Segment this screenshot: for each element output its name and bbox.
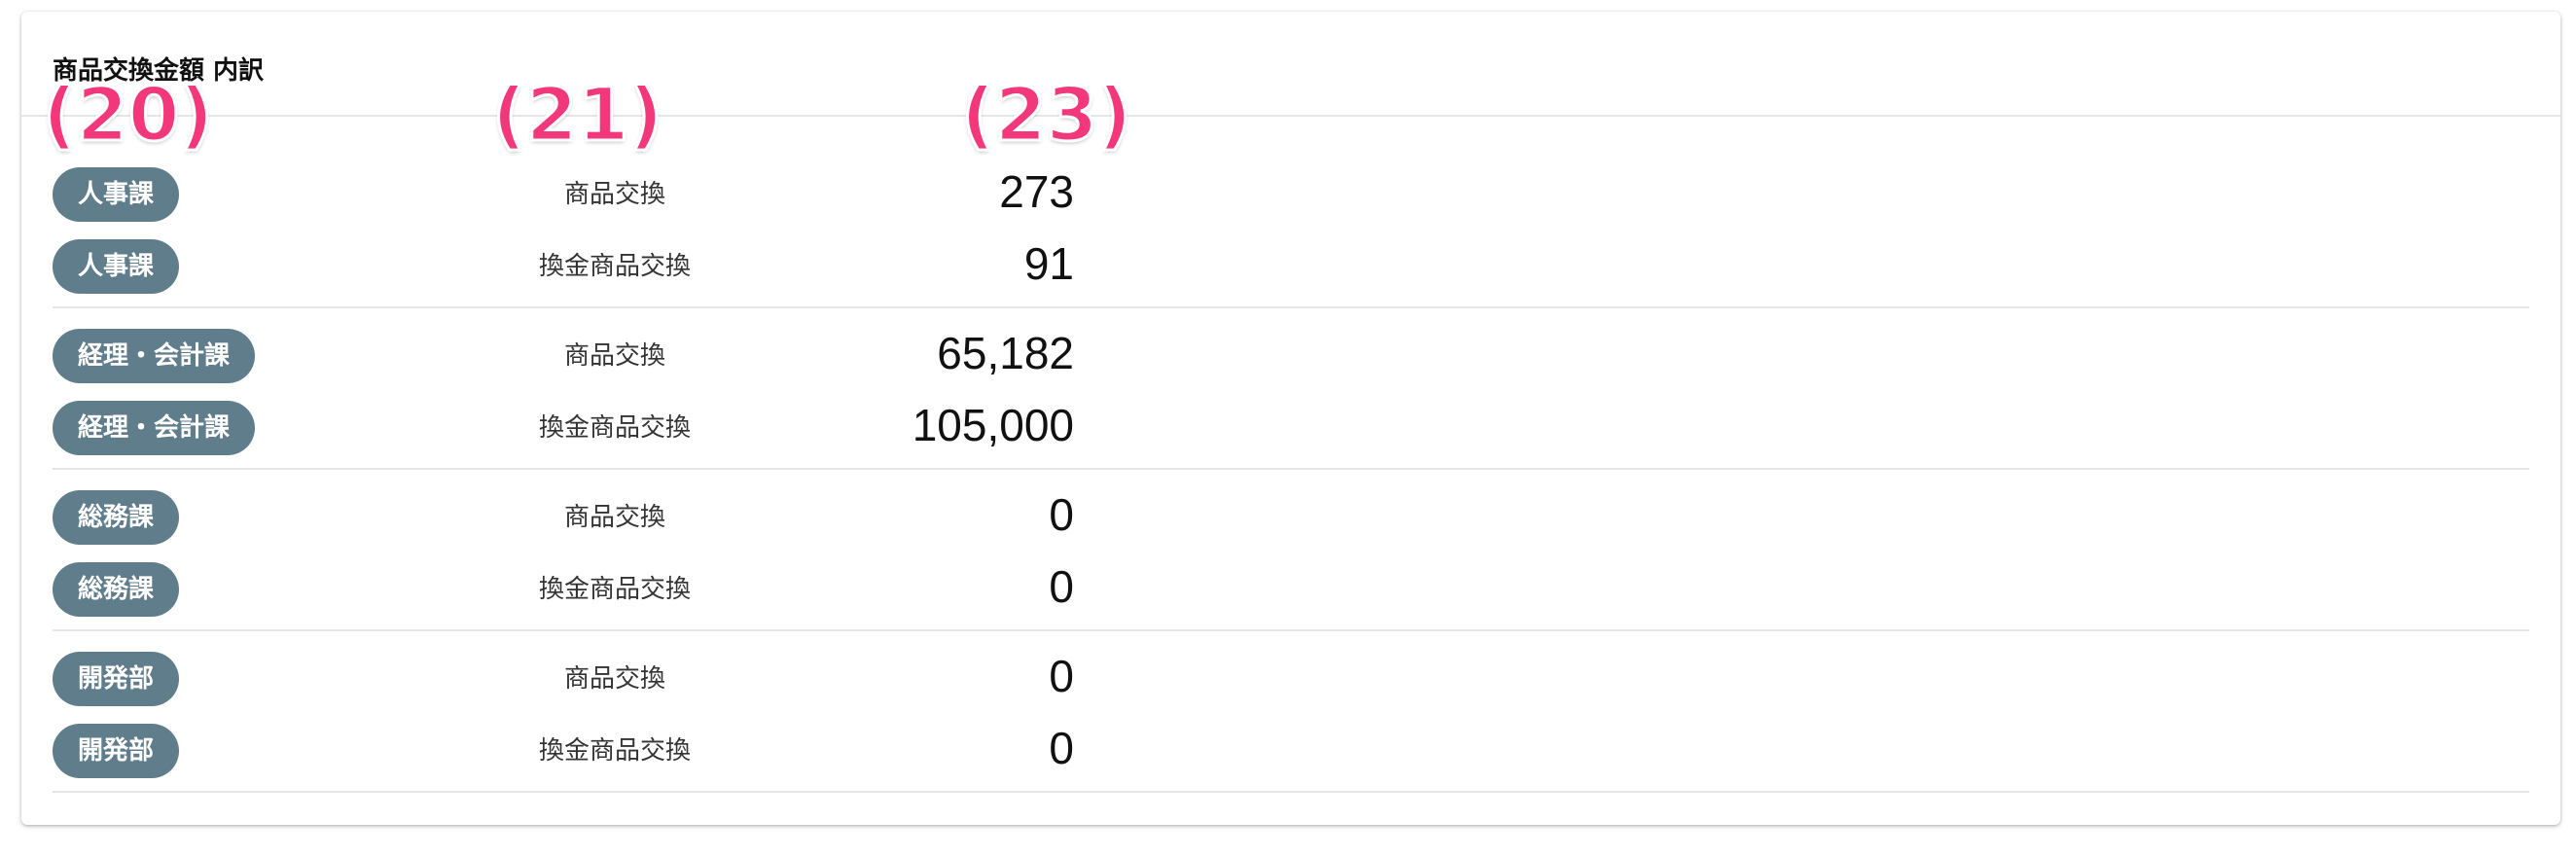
group-divider <box>53 306 2529 308</box>
exchange-type: 換金商品交換 <box>538 252 691 281</box>
exchange-amount: 0 <box>1049 561 1074 612</box>
exchange-type: 商品交換 <box>563 180 665 209</box>
exchange-amount: 65,182 <box>937 328 1074 378</box>
exchange-amount: 0 <box>1049 651 1074 701</box>
exchange-type: 換金商品交換 <box>538 575 691 604</box>
department-chip[interactable]: 開発部 <box>53 724 180 778</box>
group-divider <box>53 791 2529 793</box>
table-row: 人事課 商品交換 273 <box>53 155 2529 227</box>
department-chip[interactable]: 経理・会計課 <box>53 401 256 455</box>
header-divider <box>21 115 2560 117</box>
department-chip[interactable]: 人事課 <box>53 239 180 294</box>
exchange-type: 商品交換 <box>563 341 665 371</box>
department-chip[interactable]: 総務課 <box>53 562 180 617</box>
callout-department: (20) <box>41 71 214 158</box>
exchange-type: 換金商品交換 <box>538 413 691 443</box>
table-row: 開発部 換金商品交換 0 <box>53 711 2529 783</box>
callout-amount: (23) <box>959 71 1132 158</box>
exchange-amount: 273 <box>999 166 1074 217</box>
exchange-amount: 0 <box>1049 723 1074 773</box>
exchange-type: 換金商品交換 <box>538 736 691 766</box>
exchange-amount: 105,000 <box>912 400 1074 450</box>
exchange-amount: 91 <box>1023 238 1074 289</box>
card-title: 商品交換金額 内訳 <box>53 56 265 86</box>
exchange-amount: 0 <box>1049 489 1074 540</box>
department-chip[interactable]: 経理・会計課 <box>53 329 256 383</box>
table-row: 開発部 商品交換 0 <box>53 639 2529 711</box>
table-row: 経理・会計課 商品交換 65,182 <box>53 316 2529 388</box>
table-row: 経理・会計課 換金商品交換 105,000 <box>53 388 2529 460</box>
exchange-type: 商品交換 <box>563 664 665 694</box>
group-divider <box>53 629 2529 631</box>
callout-type: (21) <box>490 71 663 158</box>
exchange-type: 商品交換 <box>563 503 665 532</box>
department-chip[interactable]: 人事課 <box>53 167 180 222</box>
exchange-breakdown-card: 商品交換金額 内訳 <box>21 12 2560 825</box>
table-row: 総務課 商品交換 0 <box>53 478 2529 550</box>
group-divider <box>53 468 2529 470</box>
table-row: 人事課 換金商品交換 91 <box>53 227 2529 299</box>
department-chip[interactable]: 開発部 <box>53 652 180 706</box>
department-chip[interactable]: 総務課 <box>53 490 180 545</box>
table-row: 総務課 換金商品交換 0 <box>53 550 2529 622</box>
